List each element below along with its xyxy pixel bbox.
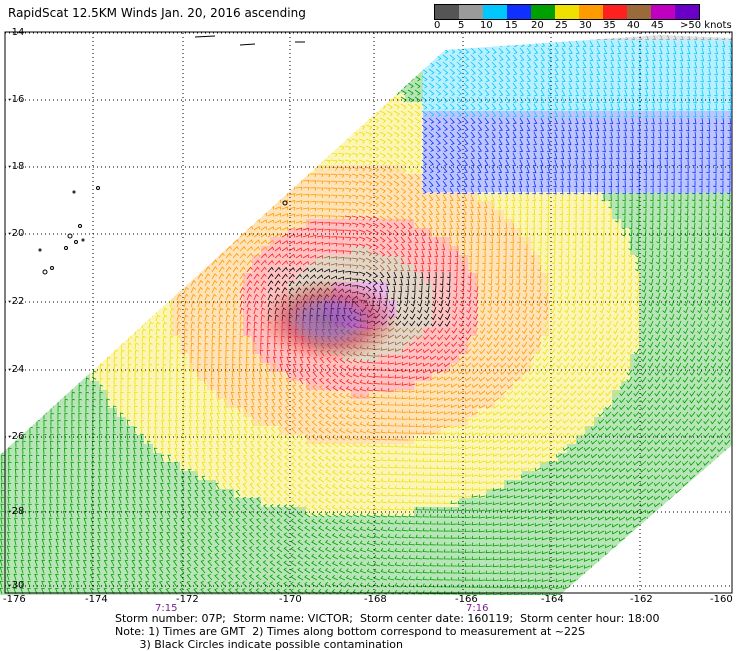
chart-title: RapidScat 12.5KM Winds Jan. 20, 2016 asc… (8, 6, 306, 20)
legend-tick: 20 (531, 20, 544, 31)
legend-color-bar (434, 4, 700, 20)
lat-label: -24 (8, 364, 25, 375)
lat-label: -22 (8, 296, 25, 307)
lat-label: -20 (8, 228, 25, 239)
legend-swatch (627, 5, 651, 19)
legend-swatch (435, 5, 459, 19)
legend-tick: 15 (505, 20, 518, 31)
legend-tick: 25 (555, 20, 568, 31)
lon-label: -176 (3, 594, 26, 605)
island-outlines (38, 35, 305, 275)
legend-tick: 45 (651, 20, 664, 31)
lon-label: -166 (455, 594, 478, 605)
lat-label: -30 (8, 580, 25, 591)
lon-label: -174 (85, 594, 108, 605)
legend-tick: 5 (458, 20, 465, 31)
lat-label: -16 (8, 94, 25, 105)
legend-tick: >50 knots (680, 20, 732, 31)
lat-label: -14 (8, 27, 25, 38)
lat-label: -18 (8, 161, 25, 172)
lat-label: -28 (8, 506, 25, 517)
wind-speed-legend: 0 5 10 15 20 25 30 35 40 45 >50 knots (434, 4, 732, 32)
lat-lon-grid (5, 32, 732, 593)
lon-label: -160 (710, 594, 733, 605)
legend-swatch (507, 5, 531, 19)
legend-swatch (483, 5, 507, 19)
storm-info-line: Storm number: 07P; Storm name: VICTOR; S… (115, 612, 660, 625)
storm-info: Storm number: 07P; Storm name: VICTOR; S… (115, 612, 659, 651)
time-label: 7:16 (466, 603, 489, 614)
legend-tick: 10 (480, 20, 493, 31)
notes-line: Note: 1) Times are GMT 2) Times along bo… (115, 625, 585, 638)
legend-tick: 30 (579, 20, 592, 31)
legend-swatch (651, 5, 675, 19)
lon-label: -170 (279, 594, 302, 605)
lon-label: -164 (541, 594, 564, 605)
legend-tick: 40 (627, 20, 640, 31)
lon-label: -168 (364, 594, 387, 605)
notes-line: 3) Black Circles indicate possible conta… (115, 638, 403, 651)
legend-swatch (603, 5, 627, 19)
legend-swatch (555, 5, 579, 19)
time-label: 7:15 (155, 603, 178, 614)
legend-swatch (531, 5, 555, 19)
legend-tick: 35 (603, 20, 616, 31)
legend-swatch (579, 5, 603, 19)
lat-label: -26 (8, 431, 25, 442)
legend-tick: 0 (434, 20, 441, 31)
lon-label: -172 (176, 594, 199, 605)
legend-swatch (459, 5, 483, 19)
legend-swatch (675, 5, 699, 19)
lon-label: -162 (630, 594, 653, 605)
